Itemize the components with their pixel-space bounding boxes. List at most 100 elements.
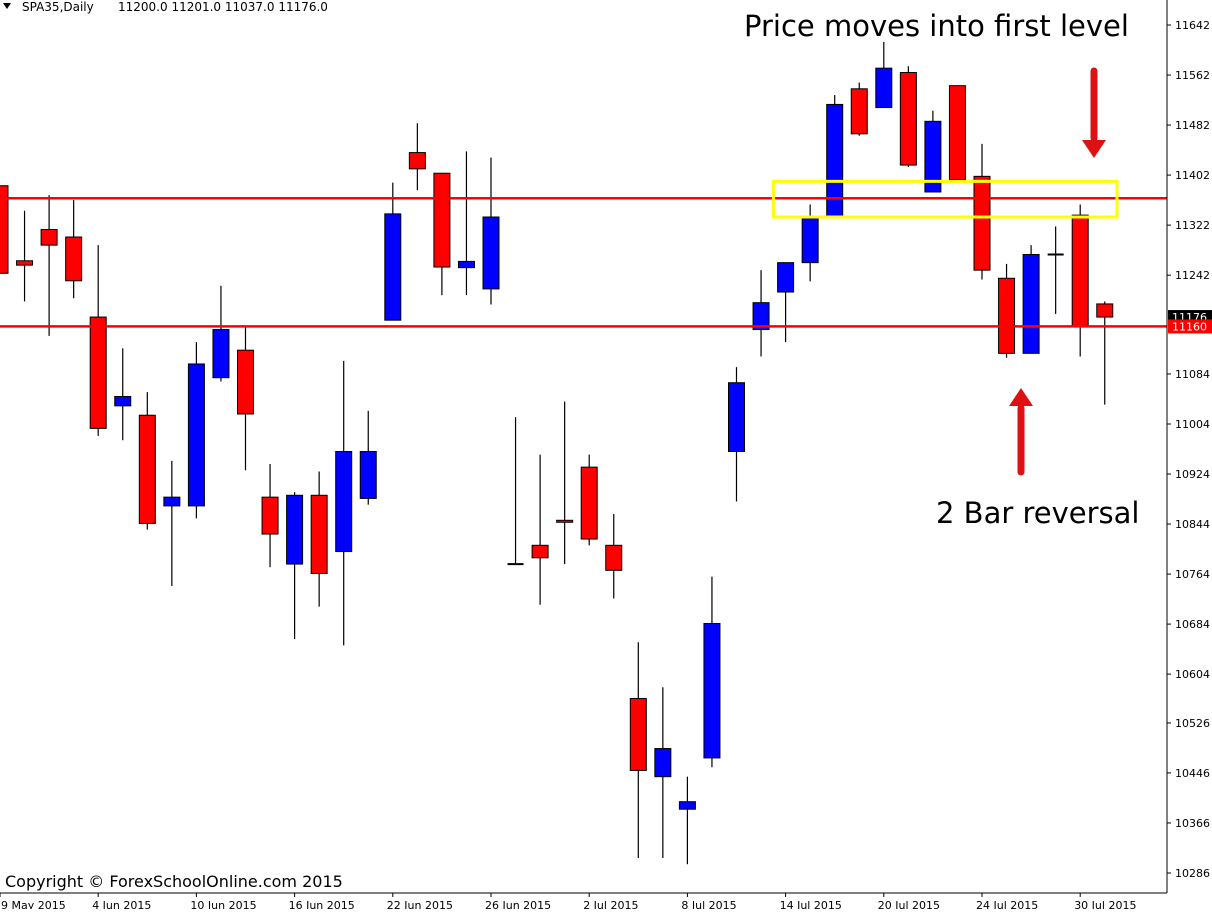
candle	[40, 195, 58, 336]
price-tick-label: 11642	[1175, 19, 1210, 32]
time-axis: 29 May 2015 4 Jun 2015 10 Jun 2015 16 Jun 2…	[0, 893, 1136, 912]
candle-body	[850, 88, 868, 135]
candle	[457, 151, 475, 296]
candle	[654, 687, 672, 858]
candle-body	[605, 544, 623, 571]
price-tick-label: 10924	[1175, 468, 1210, 481]
ohlc-values: 11200.0 11201.0 11037.0 11176.0	[118, 0, 328, 14]
candle-body	[261, 496, 279, 535]
candle-body	[948, 85, 966, 180]
date-tick-label: 2 Jul 2015	[583, 899, 638, 909]
price-tick-label: 10526	[1175, 717, 1210, 730]
candle	[359, 410, 377, 505]
date-tick-label: 10 Jun 2015	[190, 899, 256, 909]
candle	[556, 401, 574, 565]
candle-body	[384, 213, 402, 321]
candle	[138, 392, 156, 530]
candle-body	[1071, 214, 1089, 327]
candle	[678, 776, 696, 865]
price-tick-label: 10844	[1175, 518, 1210, 531]
dropdown-triangle-icon[interactable]	[3, 3, 11, 9]
date-tick-label: 16 Jun 2015	[289, 899, 355, 909]
price-axis: 11642 11562 11482 11402 11322 11242 11084 11004…	[0, 0, 1210, 894]
price-tick-label: 11322	[1175, 219, 1210, 232]
candle	[777, 262, 795, 343]
candle-body	[40, 229, 58, 246]
candles-group	[0, 41, 1114, 865]
price-tick-label: 11402	[1175, 169, 1210, 182]
candle	[163, 460, 181, 586]
candle	[850, 82, 868, 136]
candle-body	[433, 172, 451, 268]
candle-body	[875, 67, 893, 109]
date-tick-label: 14 Jul 2015	[780, 899, 842, 909]
candle	[65, 200, 83, 299]
level-price-badge	[1168, 319, 1212, 334]
annotation-bottom: 2 Bar reversal	[936, 496, 1139, 530]
candle-body	[65, 236, 83, 282]
candle-body	[678, 801, 696, 810]
price-tick-label: 11562	[1175, 69, 1210, 82]
candle-body	[310, 494, 328, 574]
candle-body	[973, 175, 991, 271]
candle	[89, 245, 107, 436]
candle-body	[801, 216, 819, 264]
date-tick-label: 8 Jul 2015	[681, 899, 736, 909]
candle-body	[1022, 254, 1040, 354]
candle	[998, 263, 1016, 358]
annotations: Price moves into first level 2 Bar rever…	[744, 9, 1139, 530]
candle-body	[998, 277, 1016, 354]
candle-body	[89, 316, 107, 429]
price-tick-label: 11004	[1175, 418, 1210, 431]
candle	[703, 576, 721, 768]
candle-body	[286, 494, 304, 565]
price-tick-label: 10764	[1175, 568, 1210, 581]
candle-body	[703, 622, 721, 759]
level-price-label: 11160	[1172, 320, 1207, 333]
price-tick-label: 11242	[1175, 269, 1210, 282]
candle-body	[114, 395, 132, 407]
annotation-top: Price moves into first level	[744, 9, 1129, 43]
candle-body	[1096, 303, 1114, 318]
price-tick-label: 10286	[1175, 867, 1210, 880]
date-tick-label: 26 Jun 2015	[485, 899, 551, 909]
candle	[728, 367, 745, 502]
date-tick-label: 4 Jun 2015	[92, 899, 151, 909]
candle	[899, 66, 917, 167]
candle-body	[924, 120, 942, 193]
candle-body	[531, 544, 549, 559]
candle	[1047, 226, 1064, 314]
candle-body	[826, 103, 844, 218]
candle	[433, 172, 451, 296]
candle-body	[580, 466, 598, 540]
candle	[0, 185, 9, 274]
candle	[237, 326, 254, 471]
candle-body	[482, 216, 500, 290]
candle-body	[728, 382, 745, 453]
candle	[384, 182, 402, 321]
candle-body	[629, 698, 647, 771]
candle-body	[654, 748, 672, 778]
date-tick-label: 22 Jun 2015	[387, 899, 453, 909]
price-tick-label: 10604	[1175, 668, 1210, 681]
candle	[580, 454, 598, 546]
yellow-zone-box	[771, 179, 1119, 219]
date-tick-label: 29 May 2015	[0, 899, 66, 909]
candle-body	[408, 152, 426, 170]
candle	[875, 41, 893, 109]
candle	[16, 210, 34, 302]
date-tick-label: 24 Jul 2015	[976, 899, 1038, 909]
symbol-label: SPA35,Daily	[22, 0, 94, 14]
candle-body	[187, 363, 205, 507]
candle	[507, 417, 524, 566]
price-tick-label: 10684	[1175, 618, 1210, 631]
candle-body	[457, 260, 475, 269]
candle	[261, 464, 279, 568]
candle	[310, 471, 328, 607]
candle	[286, 492, 304, 640]
candle	[187, 342, 205, 519]
candle-body	[16, 260, 34, 266]
